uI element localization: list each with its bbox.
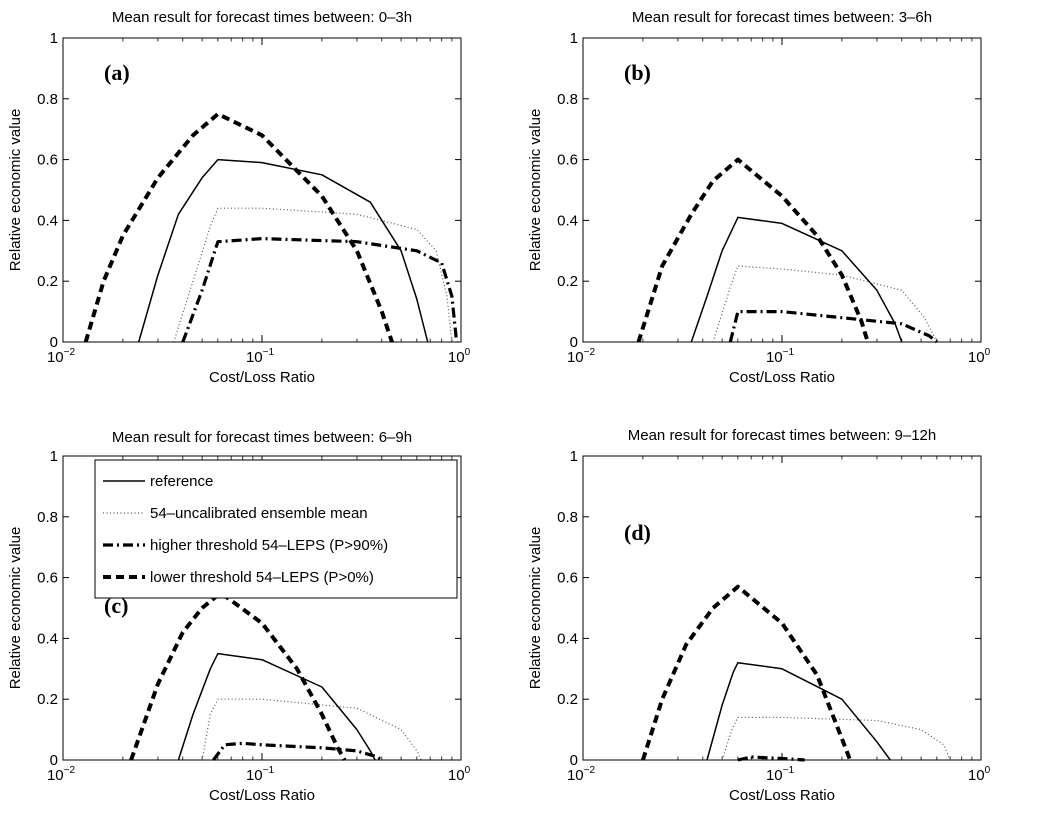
series-line-higher [737, 755, 805, 762]
series-line-reference [177, 652, 376, 761]
plot-title: Mean result for forecast times between: … [112, 9, 412, 26]
y-tick-label: 1 [570, 448, 578, 465]
y-tick-label: 0.4 [557, 630, 578, 647]
x-tick-label: 10−2 [47, 765, 76, 784]
legend-box [94, 459, 458, 599]
series-line-lower [640, 584, 852, 761]
x-tick-label: 100 [968, 765, 991, 784]
y-tick-label: 0.6 [557, 152, 578, 169]
x-tick-label: 10−1 [766, 347, 795, 366]
legend-label-lower: lower threshold 54–LEPS (P>0%) [150, 569, 374, 586]
x-axis-label: Cost/Loss Ratio [729, 787, 835, 804]
panel-label: (a) [104, 60, 130, 85]
y-tick-label: 0.8 [37, 509, 58, 526]
y-tick-label: 0.6 [557, 570, 578, 587]
series-line-lower [636, 157, 870, 343]
subplot-c: Mean result for forecast times between: … [7, 429, 471, 804]
y-tick-label: 0.4 [557, 212, 578, 229]
axes-box [582, 455, 982, 761]
y-tick-label: 1 [50, 448, 58, 465]
plot-title: Mean result for forecast times between: … [632, 9, 932, 26]
y-tick-label: 0.6 [37, 570, 58, 587]
series-line-lower [83, 112, 394, 343]
legend-label-uncalibrated: 54–uncalibrated ensemble mean [150, 505, 368, 522]
y-tick-label: 0 [570, 752, 578, 769]
y-axis-label: Relative economic value [7, 527, 24, 690]
legend: reference 54–uncalibrated ensemble mean hi… [94, 459, 458, 599]
series-line-higher [728, 310, 938, 344]
y-tick-label: 0 [50, 752, 58, 769]
y-tick-label: 0 [50, 334, 58, 351]
legend-label-higher: higher threshold 54–LEPS (P>90%) [150, 537, 388, 554]
x-tick-label: 100 [448, 765, 471, 784]
series-line-reference [137, 158, 429, 343]
y-tick-label: 0 [570, 334, 578, 351]
x-tick-label: 10−2 [47, 347, 76, 366]
series-line-uncalibrated [201, 698, 422, 761]
y-tick-label: 0.8 [557, 509, 578, 526]
y-tick-label: 0.2 [37, 691, 58, 708]
y-axis-label: Relative economic value [7, 109, 24, 272]
x-tick-label: 10−1 [766, 765, 795, 784]
x-tick-label: 10−1 [246, 347, 275, 366]
y-tick-label: 0.4 [37, 630, 58, 647]
x-axis-label: Cost/Loss Ratio [209, 787, 315, 804]
x-axis-label: Cost/Loss Ratio [729, 369, 835, 386]
y-tick-label: 1 [570, 30, 578, 47]
y-tick-label: 0.8 [557, 91, 578, 108]
y-tick-label: 1 [50, 30, 58, 47]
series-line-higher [212, 741, 383, 762]
legend-label-reference: reference [150, 473, 213, 490]
x-tick-label: 10−1 [246, 765, 275, 784]
y-tick-label: 0.6 [37, 152, 58, 169]
series-line-uncalibrated [721, 716, 951, 761]
series-line-uncalibrated [173, 207, 453, 343]
y-axis-label: Relative economic value [527, 109, 544, 272]
series-line-uncalibrated [712, 265, 938, 343]
y-tick-label: 0.8 [37, 91, 58, 108]
plot-title: Mean result for forecast times between: … [112, 429, 412, 446]
x-tick-label: 100 [448, 347, 471, 366]
subplot-a: Mean result for forecast times between: … [7, 9, 471, 386]
y-tick-label: 0.4 [37, 212, 58, 229]
plot-title: Mean result for forecast times between: … [628, 427, 937, 444]
series-line-higher [181, 237, 459, 343]
y-tick-label: 0.2 [557, 691, 578, 708]
series-line-reference [690, 216, 903, 343]
panel-label: (b) [624, 60, 651, 85]
y-tick-label: 0.2 [37, 273, 58, 290]
y-tick-label: 0.2 [557, 273, 578, 290]
x-tick-label: 10−2 [567, 347, 596, 366]
x-tick-label: 10−2 [567, 765, 596, 784]
series-line-lower [129, 590, 347, 761]
subplot-b: Mean result for forecast times between: … [527, 9, 991, 386]
x-axis-label: Cost/Loss Ratio [209, 369, 315, 386]
y-axis-label: Relative economic value [527, 527, 544, 690]
panel-label: (d) [624, 520, 651, 545]
subplot-d: Mean result for forecast times between: … [527, 427, 991, 804]
x-tick-label: 100 [968, 347, 991, 366]
series-line-reference [706, 661, 891, 761]
